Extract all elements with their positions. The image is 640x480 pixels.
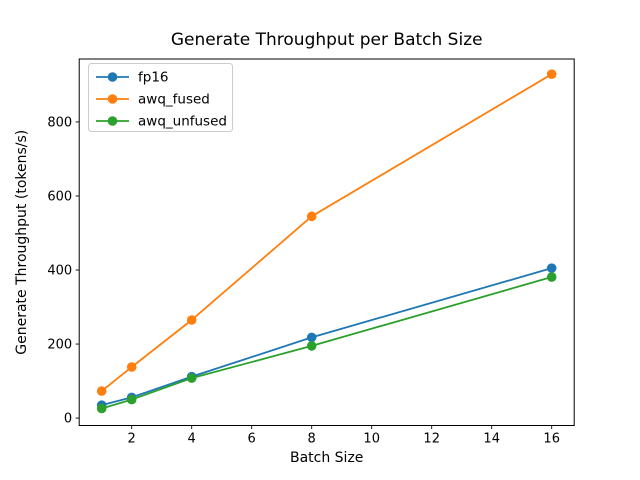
series-marker-awq_unfused <box>186 373 197 383</box>
series-marker-awq_fused <box>546 69 557 79</box>
y-tick-label: 800 <box>47 115 72 130</box>
legend-marker-awq_fused <box>107 94 118 104</box>
x-tick-label: 8 <box>308 432 316 447</box>
y-axis-label: Generate Throughput (tokens/s) <box>14 130 30 355</box>
x-axis-label: Batch Size <box>290 450 363 466</box>
series-marker-awq_unfused <box>126 394 137 405</box>
legend-label-fp16: fp16 <box>138 70 169 86</box>
legend-label-awq_fused: awq_fused <box>138 92 210 108</box>
x-tick-label: 12 <box>423 432 440 447</box>
series-marker-awq_fused <box>126 362 137 372</box>
legend: fp16 awq_fused awq_unfused <box>88 63 233 132</box>
x-tick-label: 10 <box>363 432 380 447</box>
x-tick-label: 6 <box>248 432 256 447</box>
y-tick-label: 600 <box>47 189 72 204</box>
legend-box <box>88 63 233 132</box>
x-tick-label: 14 <box>483 432 500 447</box>
y-tick-label: 0 <box>64 412 72 427</box>
x-tick-label: 2 <box>128 432 136 447</box>
series-marker-awq_fused <box>186 315 197 325</box>
series-marker-awq_fused <box>96 386 107 396</box>
legend-marker-awq_unfused <box>107 116 118 126</box>
y-tick-label: 200 <box>47 338 72 353</box>
y-tick-label: 400 <box>47 264 72 279</box>
legend-item-awq_unfused: awq_unfused <box>96 114 227 130</box>
legend-marker-fp16 <box>107 72 118 82</box>
series-marker-awq_unfused <box>546 272 557 282</box>
legend-item-fp16: fp16 <box>96 70 169 86</box>
legend-item-awq_fused: awq_fused <box>96 92 210 108</box>
chart-title: Generate Throughput per Batch Size <box>171 30 483 50</box>
series-marker-awq_unfused <box>306 341 317 351</box>
x-tick-label: 16 <box>543 432 560 447</box>
plot-border <box>78 58 575 426</box>
series-marker-fp16 <box>546 263 557 273</box>
x-tick-label: 4 <box>188 432 196 447</box>
series-marker-awq_fused <box>306 211 317 222</box>
legend-label-awq_unfused: awq_unfused <box>138 114 227 130</box>
series-marker-fp16 <box>306 332 317 343</box>
series-marker-awq_unfused <box>96 403 107 414</box>
